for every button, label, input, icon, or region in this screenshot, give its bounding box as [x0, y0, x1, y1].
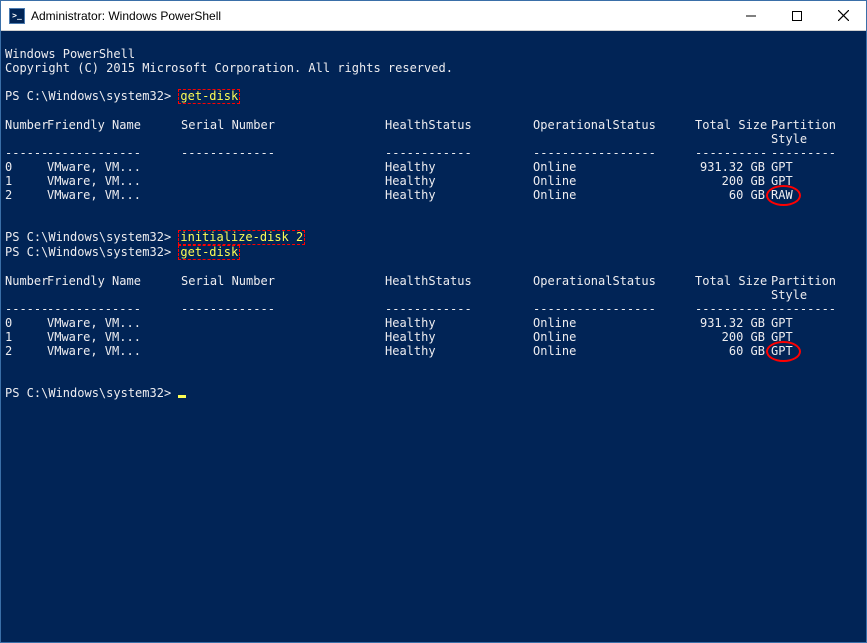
cursor [178, 395, 186, 398]
table-header-line2: Style [5, 132, 862, 146]
cell-partition-style: GPT [771, 330, 835, 344]
table-dashes: ----------------------------------------… [5, 146, 862, 160]
cell: Online [533, 174, 695, 188]
col-style: Style [771, 132, 835, 146]
cell: Healthy [385, 174, 533, 188]
col-partition: Partition [771, 274, 835, 288]
cell [181, 316, 385, 330]
cell: Online [533, 316, 695, 330]
table-body-2: 0VMware, VM...HealthyOnline931.32 GBGPT1… [5, 316, 862, 358]
col-oper: OperationalStatus [533, 274, 695, 288]
powershell-window: >_ Administrator: Windows PowerShell Win… [0, 0, 867, 643]
col-serial: Serial Number [181, 274, 385, 288]
cell: 931.32 GB [695, 160, 771, 174]
table-header-line2: Style [5, 288, 862, 302]
col-number: Number [5, 118, 47, 132]
col-size: Total Size [695, 118, 771, 132]
terminal-area[interactable]: Windows PowerShell Copyright (C) 2015 Mi… [1, 31, 866, 642]
cell-partition-style: GPT [771, 344, 835, 358]
col-size: Total Size [695, 274, 771, 288]
titlebar[interactable]: >_ Administrator: Windows PowerShell [1, 1, 866, 31]
command-initialize-disk: initialize-disk 2 [178, 230, 305, 245]
cell: Healthy [385, 188, 533, 202]
cell: Healthy [385, 330, 533, 344]
cell: Healthy [385, 160, 533, 174]
table-row: 2VMware, VM... HealthyOnline60 GBGPT [5, 344, 862, 358]
col-friendly: Friendly Name [47, 118, 181, 132]
table-header: NumberFriendly NameSerial NumberHealthSt… [5, 274, 862, 288]
prompt: PS C:\Windows\system32> [5, 230, 171, 244]
cell-partition-style: GPT [771, 316, 835, 330]
cell: VMware, VM... [47, 160, 181, 174]
cell: VMware, VM... [47, 188, 181, 202]
table-row: 1VMware, VM... HealthyOnline200 GBGPT [5, 330, 862, 344]
cell: 200 GB [695, 174, 771, 188]
window-controls [728, 1, 866, 30]
table-row: 0VMware, VM... HealthyOnline931.32 GBGPT [5, 316, 862, 330]
table-body-1: 0VMware, VM...HealthyOnline931.32 GBGPT1… [5, 160, 862, 202]
window-title: Administrator: Windows PowerShell [31, 9, 728, 23]
cell: 1 [5, 330, 47, 344]
banner-line: Windows PowerShell [5, 47, 135, 61]
app-icon: >_ [9, 8, 25, 24]
col-health: HealthStatus [385, 274, 533, 288]
command-get-disk: get-disk [178, 245, 240, 260]
col-partition: Partition [771, 118, 835, 132]
maximize-button[interactable] [774, 1, 820, 30]
cell: 60 GB [695, 344, 771, 358]
table-row: 0VMware, VM... HealthyOnline931.32 GBGPT [5, 160, 862, 174]
prompt: PS C:\Windows\system32> [5, 386, 171, 400]
minimize-button[interactable] [728, 1, 774, 30]
cell [181, 174, 385, 188]
cell: 0 [5, 316, 47, 330]
col-friendly: Friendly Name [47, 274, 181, 288]
command-get-disk: get-disk [178, 89, 240, 104]
cell: 1 [5, 174, 47, 188]
cell: Healthy [385, 316, 533, 330]
cell: VMware, VM... [47, 174, 181, 188]
cell: 2 [5, 344, 47, 358]
cell: Healthy [385, 344, 533, 358]
cell: Online [533, 330, 695, 344]
cell: VMware, VM... [47, 316, 181, 330]
cell-partition-style: GPT [771, 174, 835, 188]
cell: 2 [5, 188, 47, 202]
col-health: HealthStatus [385, 118, 533, 132]
prompt: PS C:\Windows\system32> [5, 89, 171, 103]
cell-partition-style: RAW [771, 188, 835, 202]
cell [181, 344, 385, 358]
table-dashes: ----------------------------------------… [5, 302, 862, 316]
cell: VMware, VM... [47, 330, 181, 344]
cell [181, 330, 385, 344]
cell [181, 188, 385, 202]
table-row: 1VMware, VM... HealthyOnline200 GBGPT [5, 174, 862, 188]
table-row: 2VMware, VM... HealthyOnline60 GBRAW [5, 188, 862, 202]
col-number: Number [5, 274, 47, 288]
cell: 60 GB [695, 188, 771, 202]
cell [181, 160, 385, 174]
col-style: Style [771, 288, 835, 302]
col-oper: OperationalStatus [533, 118, 695, 132]
cell: Online [533, 160, 695, 174]
cell: 200 GB [695, 330, 771, 344]
cell: 931.32 GB [695, 316, 771, 330]
prompt: PS C:\Windows\system32> [5, 245, 171, 259]
cell: VMware, VM... [47, 344, 181, 358]
cell: Online [533, 344, 695, 358]
table-header: NumberFriendly NameSerial NumberHealthSt… [5, 118, 862, 132]
cell-partition-style: GPT [771, 160, 835, 174]
cell: Online [533, 188, 695, 202]
col-serial: Serial Number [181, 118, 385, 132]
close-button[interactable] [820, 1, 866, 30]
banner-line: Copyright (C) 2015 Microsoft Corporation… [5, 61, 453, 75]
cell: 0 [5, 160, 47, 174]
